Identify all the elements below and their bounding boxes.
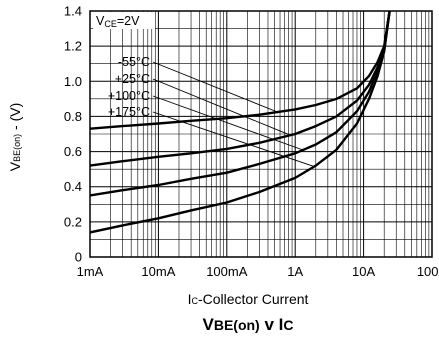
x-axis-label: IC-Collector Current xyxy=(188,291,309,307)
legend-leader-1 xyxy=(152,78,291,136)
y-tick-label: 1.2 xyxy=(64,39,82,54)
plot-frame xyxy=(89,10,433,258)
series-line-2 xyxy=(90,11,391,197)
grid xyxy=(89,10,432,258)
series-line-1 xyxy=(90,11,391,167)
x-tick-label: 1A xyxy=(287,264,303,279)
legend-leader-0 xyxy=(152,61,278,113)
y-tick-labels: 0 0.2 0.4 0.6 0.8 1.0 1.2 1.4 xyxy=(64,4,82,265)
chart-title: VBE(on) v IC xyxy=(203,315,294,334)
series-line-0 xyxy=(90,11,391,130)
y-tick-label: 0.4 xyxy=(64,179,82,194)
y-tick-label: 1.0 xyxy=(64,74,82,89)
series-line-3 xyxy=(90,11,391,234)
y-tick-label: 0.2 xyxy=(64,214,82,229)
legend-label-2: +100°C xyxy=(108,89,150,103)
curves xyxy=(90,11,391,234)
x-tick-label: 100mA xyxy=(206,264,248,279)
y-tick-label: 0.8 xyxy=(64,109,82,124)
x-tick-label: 10A xyxy=(352,264,375,279)
legend: VCE=2V -55°C +25°C +100°C +175°C xyxy=(93,12,315,167)
legend-label-3: +175°C xyxy=(108,105,150,119)
y-axis-label: VBE(on) - (V) xyxy=(7,103,23,171)
legend-leader-2 xyxy=(152,95,304,151)
legend-box xyxy=(93,12,155,29)
legend-label-0: -55°C xyxy=(118,55,150,69)
x-tick-label: 10mA xyxy=(141,264,175,279)
y-tick-label: 0 xyxy=(75,250,82,265)
y-tick-label: 0.6 xyxy=(64,144,82,159)
x-tick-label: 1mA xyxy=(77,264,104,279)
legend-leader-3 xyxy=(152,111,315,167)
x-tick-labels: 1mA 10mA 100mA 1A 10A 100A xyxy=(77,264,439,279)
y-tick-label: 1.4 xyxy=(64,4,82,19)
x-tick-label: 100A xyxy=(417,264,439,279)
legend-label-1: +25°C xyxy=(115,72,150,86)
condition-label: VCE=2V xyxy=(96,14,140,29)
